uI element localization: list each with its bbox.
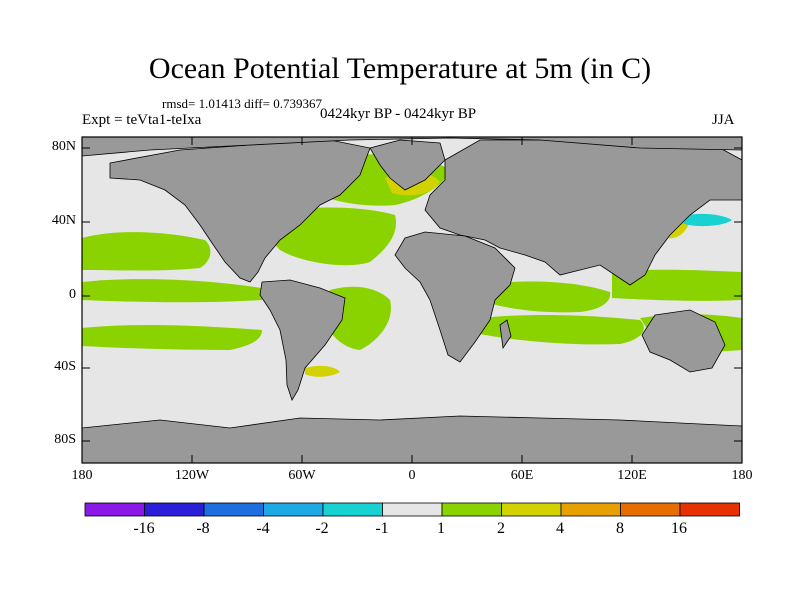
antarctica: [82, 415, 742, 463]
axis-ticks: [82, 137, 742, 463]
y-tick-80s: 80S: [54, 432, 76, 447]
x-tick-120e: 120E: [617, 468, 647, 483]
land-masses: [82, 137, 742, 463]
north-america: [109, 139, 371, 283]
colorbar-box: [620, 502, 681, 517]
africa: [394, 231, 516, 363]
australia: [641, 309, 726, 373]
colorbar-label: -1: [375, 520, 389, 537]
colorbar: [84, 502, 740, 517]
x-tick-180-east: 180: [731, 468, 753, 483]
colorbar-label: -4: [256, 520, 270, 537]
south-pacific-patch: [82, 324, 262, 350]
chart-title: Ocean Potential Temperature at 5m (in C): [148, 52, 652, 85]
pacific-cool-patch: [682, 213, 732, 227]
y-tick-0: 0: [69, 287, 76, 302]
indian-ocean-patch: [480, 281, 611, 313]
colorbar-label: -16: [133, 520, 155, 537]
colorbar-box: [560, 502, 621, 517]
colorbar-label: 4: [556, 520, 564, 537]
greenland: [369, 139, 446, 191]
colorbar-label: 2: [497, 520, 505, 537]
west-pacific-patch: [612, 269, 742, 301]
colorbar-box: [144, 502, 205, 517]
colorbar-box: [84, 502, 145, 517]
y-tick-80n: 80N: [51, 139, 76, 154]
x-tick-60w: 60W: [288, 468, 316, 483]
season-label: JJA: [712, 112, 735, 128]
south-indian-patch: [480, 314, 644, 345]
period-label: 0424kyr BP - 0424kyr BP: [320, 106, 477, 122]
equatorial-pacific-patch: [82, 279, 262, 303]
colorbar-label: 8: [616, 520, 624, 537]
colorbar-label: 16: [671, 520, 687, 537]
x-tick-120w: 120W: [174, 468, 210, 483]
colorbar-label: 1: [437, 520, 445, 537]
colorbar-label: -2: [315, 520, 329, 537]
x-tick-180-west: 180: [71, 468, 93, 483]
north-pacific-patch: [82, 232, 211, 271]
colorbar-box: [263, 502, 324, 517]
colorbar-box: [203, 502, 264, 517]
colorbar-label: -8: [196, 520, 210, 537]
colorbar-box: [382, 502, 443, 517]
arctic-north-strip: [82, 137, 742, 157]
south-america: [259, 279, 346, 401]
experiment-label: Expt = teVta1-teIxa: [82, 112, 202, 128]
statistics-label: rmsd= 1.01413 diff= 0.739367: [162, 96, 322, 111]
colorbar-box: [501, 502, 562, 517]
colorbar-box: [322, 502, 383, 517]
eurasia: [424, 139, 742, 286]
y-tick-40s: 40S: [54, 359, 76, 374]
madagascar: [499, 319, 512, 350]
colorbar-box: [441, 502, 502, 517]
colorbar-box: [679, 502, 740, 517]
x-tick-0: 0: [408, 468, 416, 483]
south-atlantic-warm-patch: [305, 365, 340, 377]
x-tick-60e: 60E: [510, 468, 534, 483]
y-tick-40n: 40N: [51, 213, 76, 228]
